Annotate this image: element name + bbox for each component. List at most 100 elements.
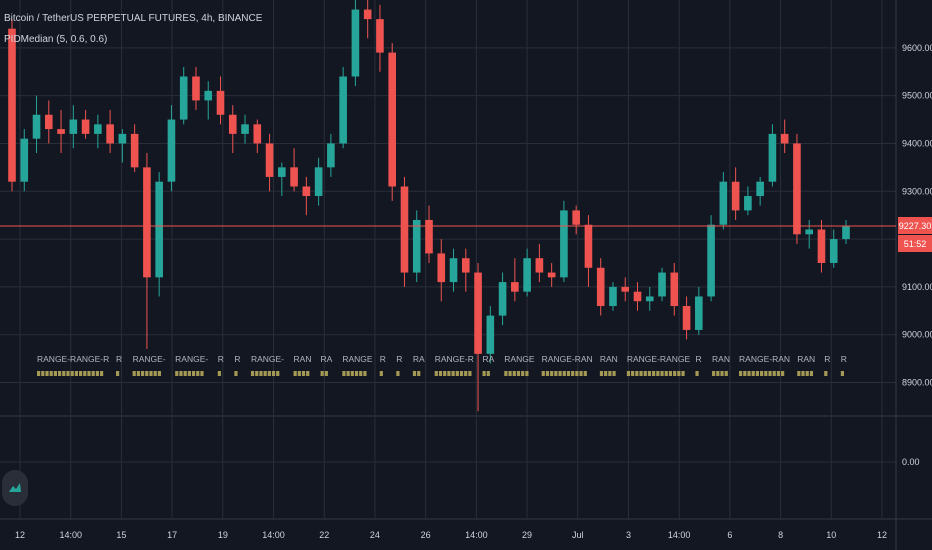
- range-marker: [579, 371, 583, 376]
- candle-body: [744, 196, 752, 211]
- range-marker: [656, 371, 660, 376]
- range-marker: [504, 371, 508, 376]
- range-marker: [760, 371, 764, 376]
- range-label: RA: [482, 354, 494, 364]
- price-tick-label: 9000.00: [902, 330, 932, 340]
- range-marker: [724, 371, 728, 376]
- candle-body: [486, 315, 495, 354]
- time-tick-label: 10: [826, 530, 836, 540]
- range-marker: [379, 371, 383, 376]
- candle-body: [707, 224, 715, 297]
- range-marker: [660, 371, 664, 376]
- time-tick-label: 24: [370, 530, 380, 540]
- range-marker: [115, 371, 120, 376]
- candle-body: [535, 258, 544, 273]
- range-marker: [664, 371, 668, 376]
- range-marker: [363, 371, 367, 376]
- time-tick-label: 3: [626, 530, 631, 540]
- range-marker: [179, 371, 183, 376]
- range-labels: RANGE-RANGE-R R RANGE- RANGE- R R RANGE- RAN RA R…: [37, 354, 847, 376]
- range-marker: [652, 371, 656, 376]
- range-marker: [320, 371, 324, 376]
- candle-body: [780, 133, 789, 144]
- range-marker: [720, 371, 724, 376]
- range-marker: [508, 371, 512, 376]
- time-tick-label: 14:00: [465, 530, 488, 540]
- range-marker: [100, 371, 104, 376]
- range-marker: [558, 371, 562, 376]
- range-marker: [91, 371, 95, 376]
- candle-body: [94, 124, 102, 134]
- range-marker: [716, 371, 720, 376]
- range-marker: [276, 371, 280, 376]
- price-tick-label: 8900.00: [902, 378, 932, 388]
- candle-body: [216, 90, 225, 115]
- range-marker: [342, 371, 346, 376]
- range-marker: [45, 371, 49, 376]
- range-marker: [447, 371, 451, 376]
- range-marker: [183, 371, 187, 376]
- time-tick-label: 29: [522, 530, 532, 540]
- candle-body: [363, 9, 372, 20]
- candle-body: [621, 286, 630, 292]
- candle-body: [130, 133, 139, 168]
- range-marker: [95, 371, 99, 376]
- range-marker: [396, 371, 400, 376]
- range-marker: [635, 371, 639, 376]
- range-marker: [157, 371, 161, 376]
- candle-body: [768, 133, 777, 182]
- range-marker: [412, 371, 417, 376]
- range-marker: [512, 371, 516, 376]
- time-tick-label: 17: [167, 530, 177, 540]
- range-marker: [612, 371, 616, 376]
- range-marker: [49, 371, 53, 376]
- range-label: R: [824, 354, 830, 364]
- range-marker: [677, 371, 681, 376]
- tradingview-logo-icon[interactable]: [2, 470, 28, 506]
- range-label: RAN: [600, 354, 618, 364]
- range-marker: [525, 371, 529, 376]
- candle-body: [192, 76, 200, 101]
- range-label: R: [116, 354, 122, 364]
- indicator-legend[interactable]: PIDMedian (5, 0.6, 0.6): [4, 34, 108, 45]
- range-marker: [695, 371, 699, 376]
- candle-body: [69, 119, 78, 134]
- candle-body: [609, 286, 617, 307]
- range-marker: [434, 371, 438, 376]
- indicator-tick-label: 0.00: [902, 457, 920, 467]
- time-tick-label: 14:00: [59, 530, 82, 540]
- candle-body: [327, 143, 335, 168]
- candle-body: [793, 143, 801, 235]
- price-tick-label: 9500.00: [902, 91, 932, 101]
- range-marker: [797, 371, 801, 376]
- candle-body: [351, 9, 360, 77]
- range-marker: [271, 371, 276, 376]
- time-tick-label: 22: [319, 530, 329, 540]
- symbol-legend[interactable]: Bitcoin / TetherUS PERPETUAL FUTURES, 4h…: [4, 13, 263, 24]
- range-marker: [566, 371, 571, 376]
- range-marker: [521, 371, 525, 376]
- time-tick-label: 15: [116, 530, 126, 540]
- range-marker: [250, 371, 255, 376]
- candle-body: [302, 186, 311, 197]
- candle-body: [241, 124, 249, 134]
- range-marker: [768, 371, 772, 376]
- candle-body: [228, 114, 237, 134]
- candle-body: [278, 167, 286, 177]
- range-marker: [571, 371, 575, 376]
- time-axis[interactable]: 12 14:00 15 17 19 14:00 22 24 26 14:00 29 Jul 3 14:00…: [15, 530, 887, 540]
- range-marker: [346, 371, 350, 376]
- range-marker: [438, 371, 443, 376]
- range-marker: [743, 371, 747, 376]
- range-label: RANGE: [342, 354, 373, 364]
- range-label: RAN: [797, 354, 815, 364]
- range-marker: [712, 371, 716, 376]
- candle-body: [523, 258, 531, 292]
- range-marker: [200, 371, 204, 376]
- range-marker: [824, 371, 828, 376]
- indicator-axis[interactable]: 0.00: [902, 457, 920, 467]
- range-marker: [626, 371, 631, 376]
- price-axis[interactable]: 9600.009500.009400.009300.009200.009100.…: [902, 43, 932, 388]
